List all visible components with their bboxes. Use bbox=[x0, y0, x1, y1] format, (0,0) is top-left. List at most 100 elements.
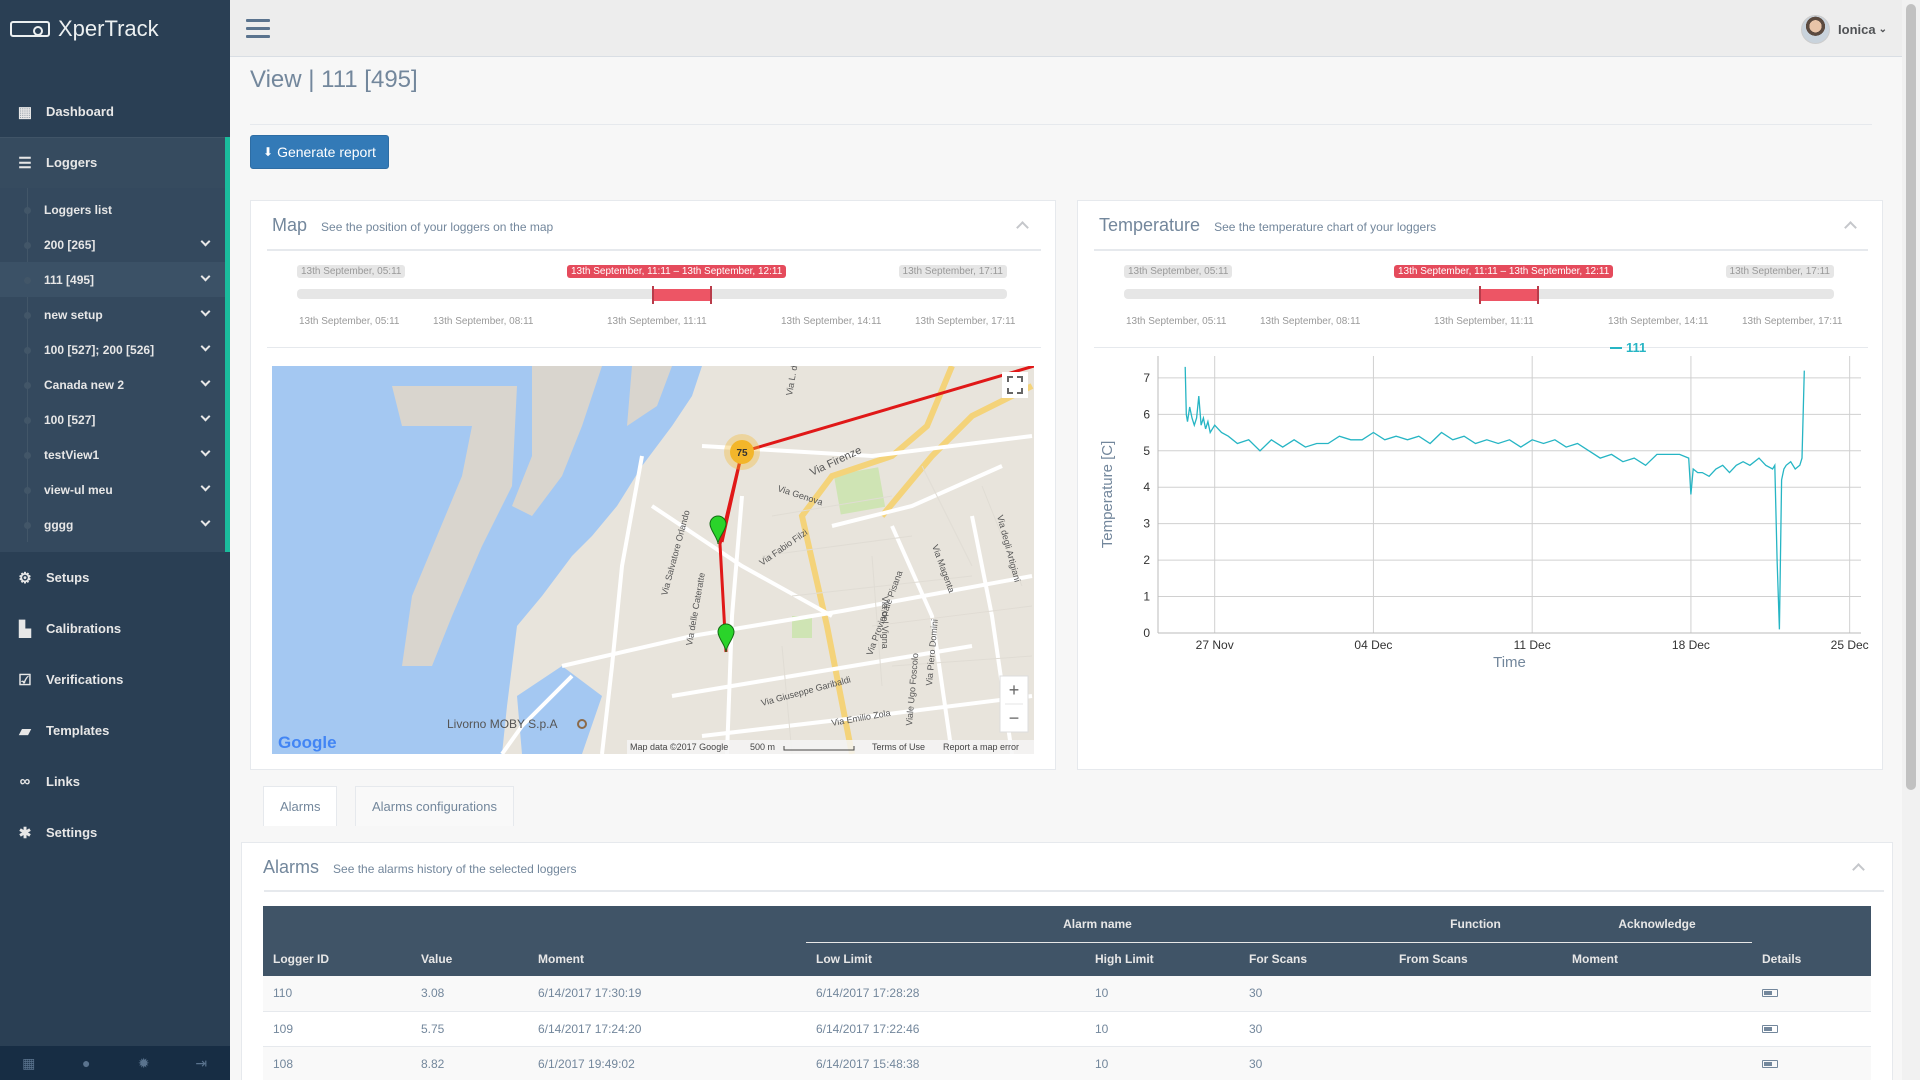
submenu-item-new-setup[interactable]: new setup bbox=[0, 297, 225, 332]
table-row[interactable]: 108 8.82 6/1/2017 19:49:02 6/14/2017 15:… bbox=[263, 1046, 1871, 1080]
tab-alarms-configurations[interactable]: Alarms configurations bbox=[355, 786, 514, 826]
range-handle-start[interactable] bbox=[1479, 286, 1481, 304]
col-details[interactable]: Details bbox=[1762, 952, 1802, 966]
chevron-down-icon[interactable] bbox=[200, 481, 211, 492]
chevron-down-icon[interactable] bbox=[200, 376, 211, 387]
user-menu[interactable]: Ionica ⌄ bbox=[1801, 15, 1887, 44]
poi-marker[interactable]: Livorno MOBY S.p.A bbox=[447, 717, 587, 731]
chevron-up-icon[interactable] bbox=[1852, 863, 1865, 876]
submenu-item-100-527-200-526[interactable]: 100 [527]; 200 [526] bbox=[0, 332, 225, 367]
brand[interactable]: XperTrack bbox=[0, 0, 230, 57]
sidebar-item-settings[interactable]: ✱ Settings bbox=[0, 807, 230, 858]
chevron-down-icon[interactable] bbox=[200, 306, 211, 317]
submenu-item-loggers-list[interactable]: Loggers list bbox=[0, 192, 225, 227]
chevron-up-icon[interactable] bbox=[1844, 221, 1857, 234]
range-tick: 13th September, 05:11 bbox=[299, 316, 400, 327]
col-value[interactable]: Value bbox=[421, 952, 453, 966]
chevron-down-icon[interactable] bbox=[200, 236, 211, 247]
submenu-item-100-527[interactable]: 100 [527] bbox=[0, 402, 225, 437]
chevron-down-icon[interactable] bbox=[200, 411, 211, 422]
map-canvas[interactable]: 75 Via Genova Via Firenze Via Fabio Filz… bbox=[272, 366, 1034, 754]
settings-icon[interactable]: ✹ bbox=[137, 1055, 150, 1071]
cell-logger-id: 109 bbox=[263, 1011, 411, 1047]
map-time-range-slider[interactable]: 13th September, 05:11 13th September, 11… bbox=[297, 261, 1015, 331]
col-high-limit[interactable]: High Limit bbox=[1095, 952, 1154, 967]
chevron-down-icon[interactable] bbox=[200, 446, 211, 457]
table-column-header: Logger ID Value Moment Low Limit High Li… bbox=[263, 942, 1871, 976]
sidebar-item-loggers[interactable]: ☰ Loggers bbox=[0, 137, 230, 188]
logout-icon[interactable]: ⇥ bbox=[195, 1055, 208, 1071]
range-selected-bar[interactable] bbox=[1479, 289, 1538, 301]
temperature-chart[interactable]: 0 1 2 3 4 5 6 7 27 Nov 04 Dec 11 Dec 18 Dec 25 Dec Ti… bbox=[1078, 331, 1884, 771]
table-row[interactable]: 109 5.75 6/14/2017 17:24:20 6/14/2017 17… bbox=[263, 1011, 1871, 1047]
legend-label: 111 bbox=[1626, 340, 1646, 355]
fullscreen-icon[interactable] bbox=[1002, 372, 1028, 398]
user-icon[interactable]: ● bbox=[82, 1055, 91, 1071]
report-map-error-link[interactable]: Report a map error bbox=[943, 742, 1019, 752]
cluster-count: 75 bbox=[736, 448, 748, 459]
range-tick: 13th September, 08:11 bbox=[433, 316, 534, 327]
range-handle-end[interactable] bbox=[1536, 286, 1539, 304]
col-logger-id[interactable]: Logger ID bbox=[273, 952, 329, 966]
chevron-down-icon[interactable] bbox=[200, 341, 211, 352]
temperature-chart-svg[interactable]: 0 1 2 3 4 5 6 7 27 Nov 04 Dec 11 Dec 18 Dec 25 Dec Ti… bbox=[1078, 331, 1884, 771]
map[interactable]: 75 Via Genova Via Firenze Via Fabio Filz… bbox=[272, 366, 1034, 754]
y-tick-label: 2 bbox=[1143, 553, 1150, 567]
apps-icon[interactable]: ▦ bbox=[22, 1055, 36, 1071]
route-cluster-marker[interactable]: 75 bbox=[724, 434, 760, 470]
sidebar-item-setups[interactable]: ⚙ Setups bbox=[0, 552, 230, 603]
submenu-item-canada-new-2[interactable]: Canada new 2 bbox=[0, 367, 225, 402]
cell-details bbox=[1752, 976, 1871, 1012]
scrollbar-thumb[interactable] bbox=[1906, 4, 1916, 790]
submenu-item-view-ul-meu[interactable]: view-ul meu bbox=[0, 472, 225, 507]
zoom-out-button[interactable]: − bbox=[1009, 708, 1020, 728]
col-from-scans[interactable]: From Scans bbox=[1399, 952, 1468, 967]
range-tick: 13th September, 14:11 bbox=[781, 316, 882, 327]
google-logo[interactable]: Google bbox=[278, 733, 337, 752]
col-low-limit[interactable]: Low Limit bbox=[816, 952, 872, 967]
col-for-scans[interactable]: For Scans bbox=[1249, 952, 1308, 967]
cell-moment: 6/1/2017 19:49:02 bbox=[528, 1046, 806, 1080]
chevron-down-icon[interactable] bbox=[200, 271, 211, 282]
chevron-up-icon[interactable] bbox=[1016, 221, 1029, 234]
terms-link[interactable]: Terms of Use bbox=[872, 742, 925, 752]
chevron-down-icon: ⌄ bbox=[1878, 24, 1887, 35]
range-handle-start[interactable] bbox=[652, 286, 654, 304]
col-moment[interactable]: Moment bbox=[538, 952, 584, 966]
group-function: Function bbox=[1389, 906, 1562, 943]
menu-toggle-icon[interactable] bbox=[246, 19, 270, 39]
generate-report-button[interactable]: ⬇ Generate report bbox=[250, 135, 389, 169]
table-row[interactable]: 110 3.08 6/14/2017 17:30:19 6/14/2017 17… bbox=[263, 976, 1871, 1012]
tab-alarms[interactable]: Alarms bbox=[263, 786, 338, 826]
submenu-item-gggg[interactable]: gggg bbox=[0, 507, 225, 542]
y-tick-label: 6 bbox=[1143, 407, 1150, 421]
range-tick: 13th September, 14:11 bbox=[1608, 316, 1709, 327]
series-line-111[interactable] bbox=[1184, 366, 1805, 630]
map-pin-icon[interactable] bbox=[709, 515, 727, 545]
page-scrollbar[interactable] bbox=[1902, 0, 1920, 1080]
sidebar-item-links[interactable]: ∞ Links bbox=[0, 756, 230, 807]
submenu-item-testview1[interactable]: testView1 bbox=[0, 437, 225, 472]
zoom-control[interactable]: + − bbox=[999, 675, 1029, 733]
battery-icon[interactable] bbox=[1762, 1059, 1778, 1068]
temperature-time-range-slider[interactable]: 13th September, 05:11 13th September, 11… bbox=[1124, 261, 1842, 331]
submenu-item-200-265[interactable]: 200 [265] bbox=[0, 227, 225, 262]
battery-icon[interactable] bbox=[1762, 989, 1778, 998]
track-line bbox=[718, 451, 744, 653]
side-menu: ▦ Dashboard ☰ Loggers Loggers list 200 [… bbox=[0, 86, 230, 858]
battery-icon[interactable] bbox=[1762, 1024, 1778, 1033]
submenu-item-111-495[interactable]: 111 [495] bbox=[0, 262, 225, 297]
sidebar-item-verifications[interactable]: ☑ Verifications bbox=[0, 654, 230, 705]
range-selected-bar[interactable] bbox=[652, 289, 711, 301]
tab-label: Alarms bbox=[280, 799, 321, 814]
range-handle-end[interactable] bbox=[709, 286, 712, 304]
sidebar-item-calibrations[interactable]: ▙ Calibrations bbox=[0, 603, 230, 654]
map-pin-icon[interactable] bbox=[717, 623, 735, 653]
cell-high-limit: 10 bbox=[1085, 1011, 1239, 1047]
col-ack-moment[interactable]: Moment bbox=[1572, 952, 1618, 967]
top-navbar: Ionica ⌄ bbox=[230, 0, 1902, 57]
sidebar-item-dashboard[interactable]: ▦ Dashboard bbox=[0, 86, 230, 137]
zoom-in-button[interactable]: + bbox=[1009, 680, 1020, 700]
sidebar-item-templates[interactable]: ▰ Templates bbox=[0, 705, 230, 756]
chevron-down-icon[interactable] bbox=[200, 516, 211, 527]
